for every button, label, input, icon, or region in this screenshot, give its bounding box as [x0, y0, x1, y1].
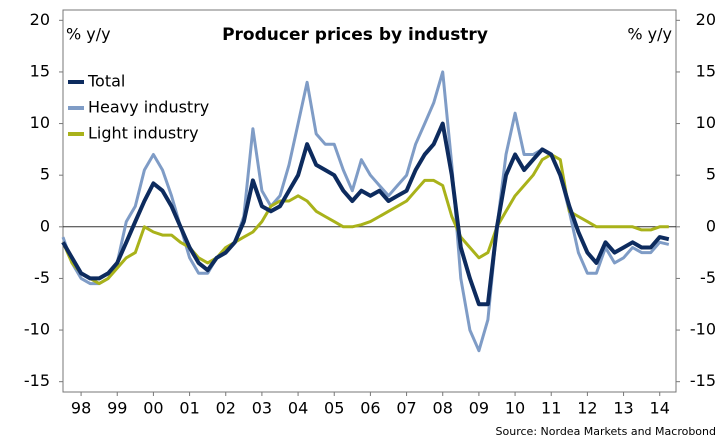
y2-tick-label: 15	[696, 61, 716, 80]
y-tick-label: -5	[34, 268, 50, 287]
x-tick-label: 10	[505, 399, 525, 418]
x-tick-label: 06	[360, 399, 380, 418]
y2-tick-label: 10	[696, 113, 716, 132]
chart-title: Producer prices by industry	[222, 25, 488, 45]
x-tick-label: 07	[396, 399, 416, 418]
y2-tick-label: 20	[696, 10, 716, 29]
x-tick-label: 03	[252, 399, 272, 418]
y2-tick-label: 5	[706, 165, 716, 184]
y2-tick-label: -10	[690, 320, 716, 339]
x-tick-label: 98	[71, 399, 91, 418]
y-tick-label: 5	[40, 165, 50, 184]
plot-frame	[62, 9, 677, 393]
x-tick-label: 08	[433, 399, 453, 418]
y-tick-label: 10	[30, 113, 50, 132]
y-axis-label: % y/y	[66, 25, 111, 44]
series-line	[61, 121, 670, 307]
y-tick-label: 0	[40, 216, 50, 235]
y-tick-label: -15	[24, 371, 50, 390]
x-tick-label: 12	[577, 399, 597, 418]
y2-axis-label: % y/y	[627, 25, 672, 44]
x-tick-label: 05	[324, 399, 344, 418]
x-tick-label: 99	[107, 399, 127, 418]
source-note: Source: Nordea Markets and Macrobond	[496, 425, 716, 438]
y2-tick-label: -15	[690, 371, 716, 390]
y2-tick-label: 0	[706, 216, 716, 235]
series-line	[61, 153, 669, 286]
legend-label: Total	[87, 72, 125, 91]
y-tick-label: 20	[30, 10, 50, 29]
y-tick-label: 15	[30, 61, 50, 80]
y2-tick-label: -5	[700, 268, 716, 287]
legend-label: Heavy industry	[88, 98, 209, 117]
x-tick-label: 14	[650, 399, 670, 418]
x-tick-label: 01	[179, 399, 199, 418]
y-tick-label: -10	[24, 320, 50, 339]
x-tick-label: 00	[143, 399, 163, 418]
legend-label: Light industry	[88, 124, 199, 143]
x-tick-label: 04	[288, 399, 308, 418]
x-tick-label: 13	[613, 399, 633, 418]
x-tick-label: 11	[541, 399, 561, 418]
x-tick-label: 09	[469, 399, 489, 418]
x-tick-label: 02	[216, 399, 236, 418]
